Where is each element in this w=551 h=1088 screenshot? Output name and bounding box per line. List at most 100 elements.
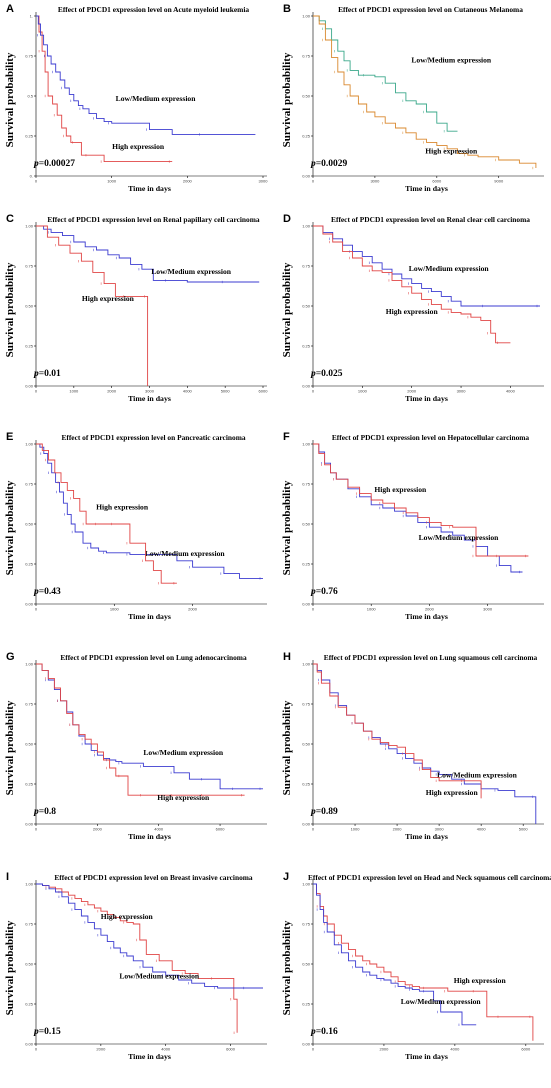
y-tick-label: 1.00 bbox=[302, 223, 311, 228]
x-axis-label: Time in days bbox=[128, 832, 171, 841]
y-tick-label: 0.25 bbox=[302, 1001, 311, 1006]
y-axis-label: Survival probability bbox=[4, 480, 16, 575]
y-tick-label: 1.00 bbox=[302, 13, 311, 18]
y-axis-label: Survival probability bbox=[281, 920, 293, 1015]
x-tick-label: 2000 bbox=[379, 1047, 389, 1052]
series-line-2 bbox=[313, 443, 529, 557]
x-tick-label: 0 bbox=[35, 179, 38, 184]
x-tick-label: 1000 bbox=[358, 389, 368, 394]
chart-title: Effect of PDCD1 expression level on Cuta… bbox=[338, 5, 523, 14]
x-tick-label: 3000 bbox=[370, 179, 380, 184]
y-tick-label: 0.75 bbox=[302, 921, 311, 926]
y-tick-label: 0.00 bbox=[302, 173, 311, 178]
y-axis-label: Survival probability bbox=[281, 700, 293, 795]
p-number: =0.76 bbox=[316, 587, 338, 597]
y-tick-label: 0.50 bbox=[25, 961, 34, 966]
x-tick-label: 0 bbox=[312, 179, 315, 184]
y-tick-label: 0.25 bbox=[25, 343, 34, 348]
y-tick-label: 0.00 bbox=[25, 821, 34, 826]
series-label: Low/Medium expression bbox=[411, 55, 492, 64]
series-label: High expression bbox=[82, 294, 135, 303]
y-axis-label: Survival probability bbox=[281, 52, 293, 147]
x-tick-label: 0 bbox=[35, 1047, 38, 1052]
y-tick-label: 1.00 bbox=[302, 661, 311, 666]
panel-letter: F bbox=[283, 431, 290, 443]
panel-i: I Effect of PDCD1 expression level on Bre… bbox=[4, 871, 267, 1061]
p-value: p=0.01 bbox=[33, 369, 61, 379]
y-tick-label: 0.50 bbox=[25, 741, 34, 746]
series-label: Low/Medium expression bbox=[409, 264, 490, 273]
series-line-2 bbox=[36, 443, 177, 584]
series-label: High expression bbox=[112, 142, 165, 151]
series-line-2 bbox=[36, 883, 263, 989]
y-tick-label: 0.50 bbox=[302, 741, 311, 746]
y-tick-label: 0.50 bbox=[302, 521, 311, 526]
series-label: Low/Medium expression bbox=[119, 971, 200, 980]
y-tick-label: 0.25 bbox=[25, 1001, 34, 1006]
p-value: p=0.8 bbox=[33, 807, 56, 817]
series-line-2 bbox=[313, 883, 477, 1026]
p-value: p=0.0029 bbox=[310, 159, 348, 169]
x-tick-label: 0 bbox=[312, 1047, 315, 1052]
chart-title: Effect of PDCD1 expression level on Head… bbox=[308, 873, 551, 882]
panel-a: A Effect of PDCD1 expression level on Acu… bbox=[4, 3, 268, 193]
y-tick-label: 0.75 bbox=[302, 701, 311, 706]
x-tick-label: 4000 bbox=[183, 389, 193, 394]
series-label: Low/Medium expression bbox=[116, 94, 197, 103]
y-tick-label: 0.50 bbox=[25, 521, 34, 526]
series-line-2 bbox=[36, 15, 256, 135]
panel-letter: C bbox=[6, 213, 14, 225]
p-symbol: p bbox=[33, 807, 39, 817]
chart-title: Effect of PDCD1 expression level on Acut… bbox=[58, 5, 249, 14]
x-tick-label: 6000 bbox=[521, 1047, 531, 1052]
series-label: Low/Medium expression bbox=[145, 549, 226, 558]
y-axis-label: Survival probability bbox=[281, 262, 293, 357]
p-value: p=0.00027 bbox=[33, 159, 75, 169]
y-tick-label: 0.75 bbox=[25, 481, 34, 486]
series-line-1 bbox=[313, 883, 534, 1041]
x-tick-label: 4000 bbox=[477, 827, 487, 832]
series-label: High expression bbox=[96, 503, 149, 512]
y-axis-label: Survival probability bbox=[4, 700, 16, 795]
series-label: Low/Medium expression bbox=[143, 748, 224, 757]
y-tick-label: 0.75 bbox=[25, 53, 34, 58]
y-tick-label: 0.25 bbox=[302, 343, 311, 348]
x-tick-label: 6000 bbox=[432, 179, 442, 184]
p-value: p=0.76 bbox=[310, 587, 338, 597]
x-tick-label: 1000 bbox=[110, 607, 120, 612]
chart-title: Effect of PDCD1 expression level on Rena… bbox=[331, 215, 530, 224]
x-axis-label: Time in days bbox=[128, 612, 171, 621]
p-value: p=0.89 bbox=[310, 807, 338, 817]
y-tick-label: 0.75 bbox=[302, 263, 311, 268]
y-tick-label: 0.50 bbox=[302, 303, 311, 308]
y-tick-label: 0.00 bbox=[25, 601, 34, 606]
series-line-2 bbox=[313, 15, 537, 168]
p-value: p=0.15 bbox=[33, 1027, 61, 1037]
p-number: =0.89 bbox=[316, 807, 338, 817]
y-tick-label: 0.00 bbox=[302, 601, 311, 606]
y-tick-label: 0.00 bbox=[302, 383, 311, 388]
y-axis-label: Survival probability bbox=[4, 262, 16, 357]
series-label: Low/Medium expression bbox=[437, 771, 518, 780]
x-tick-label: 0 bbox=[35, 827, 38, 832]
x-tick-label: 1000 bbox=[69, 389, 79, 394]
y-tick-label: 1.00 bbox=[302, 441, 311, 446]
p-symbol: p bbox=[33, 159, 39, 169]
y-tick-label: 1.00 bbox=[25, 223, 34, 228]
x-tick-label: 1000 bbox=[351, 827, 361, 832]
y-tick-label: 0.50 bbox=[25, 303, 34, 308]
x-tick-label: 9000 bbox=[494, 179, 504, 184]
p-value: p=0.43 bbox=[33, 587, 61, 597]
panel-j: J Effect of PDCD1 expression level on Hea… bbox=[281, 871, 551, 1061]
x-tick-label: 2000 bbox=[407, 389, 417, 394]
p-number: =0.16 bbox=[316, 1027, 338, 1037]
chart-title: Effect of PDCD1 expression level on Brea… bbox=[54, 873, 253, 882]
x-axis-label: Time in days bbox=[405, 184, 448, 193]
x-tick-label: 5000 bbox=[519, 827, 529, 832]
chart-title: Effect of PDCD1 expression level on Lung… bbox=[60, 653, 247, 662]
y-axis-label: Survival probability bbox=[4, 920, 16, 1015]
x-tick-label: 6000 bbox=[259, 389, 269, 394]
x-tick-label: 0 bbox=[35, 607, 38, 612]
series-line-2 bbox=[36, 225, 149, 386]
panel-c: C Effect of PDCD1 expression level on Ren… bbox=[4, 213, 268, 403]
